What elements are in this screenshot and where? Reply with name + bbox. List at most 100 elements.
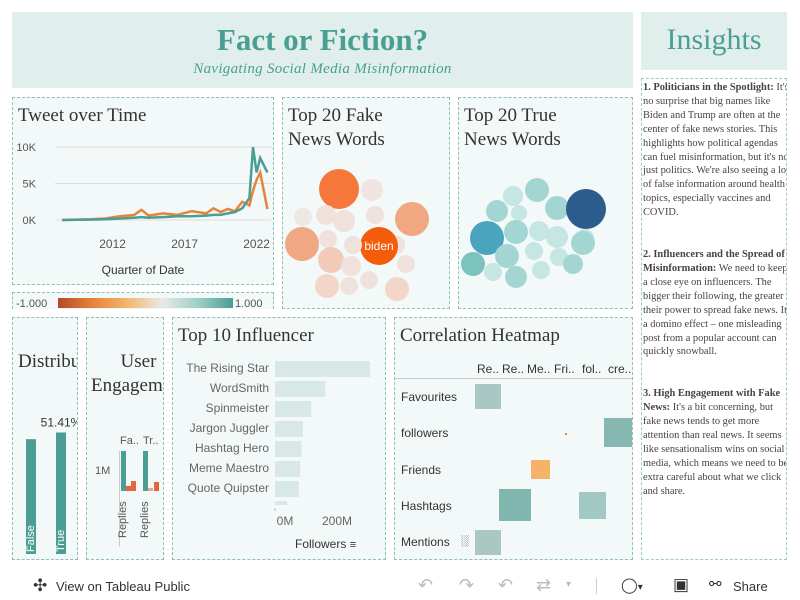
revert-icon[interactable]: ↶: [498, 575, 514, 595]
distribution-bar-chart[interactable]: False True 51.41%: [13, 318, 78, 560]
true-bubble[interactable]: [566, 189, 606, 229]
true-words-panel[interactable]: Top 20 True News Words: [458, 97, 633, 309]
fake-bubble[interactable]: [285, 227, 319, 261]
download-icon[interactable]: ◯▾: [621, 577, 643, 594]
fake-words-title-line1: Top 20 Fake: [288, 105, 383, 126]
true-bubble[interactable]: [495, 244, 519, 268]
fake-bubble[interactable]: [361, 179, 383, 201]
influencer-bar: [275, 441, 302, 457]
fake-bubble[interactable]: [395, 202, 429, 236]
fake-bubble[interactable]: [340, 277, 358, 295]
heatmap-cell[interactable]: [604, 418, 632, 447]
influencer-bar: [275, 421, 303, 437]
true-bubble[interactable]: [525, 242, 543, 260]
chevron-down-icon[interactable]: ▾: [566, 579, 572, 590]
influencer-bar-chart[interactable]: The Rising Star WordSmith Spinmeister Jargo…: [173, 318, 386, 560]
true-bubble[interactable]: [484, 263, 502, 281]
fake-bubble-biden[interactable]: [360, 227, 398, 265]
user-engagement-panel[interactable]: User Engagement Fa.. Tr.. 1M Replies Repl…: [86, 317, 164, 560]
fake-bubble[interactable]: [344, 236, 362, 254]
tweet-y-tick: 0K: [23, 215, 37, 227]
distribution-panel[interactable]: Distribution False True 51.41%: [12, 317, 78, 560]
engagement-bar-true-1[interactable]: [143, 451, 148, 491]
true-bubble[interactable]: [486, 200, 508, 222]
tweet-over-time-panel[interactable]: Tweet over Time 0K 5K 10K 2012 2017 2022 Quar…: [12, 97, 274, 285]
heatmap-cell[interactable]: [531, 460, 550, 479]
header-banner: Fact or Fiction? Navigating Social Media…: [12, 12, 633, 88]
true-bubble[interactable]: [563, 254, 583, 274]
true-bubble[interactable]: [461, 252, 485, 276]
heatmap-cell[interactable]: [579, 492, 606, 519]
tweet-line-chart[interactable]: 0K 5K 10K 2012 2017 2022: [13, 98, 274, 285]
true-bubble[interactable]: [546, 226, 568, 248]
fake-bubble[interactable]: [360, 271, 378, 289]
undo-icon[interactable]: ↶: [418, 575, 434, 595]
engagement-bar-fake-3[interactable]: [131, 481, 136, 491]
fake-words-title-line2: News Words: [288, 129, 385, 150]
influencer-name: The Rising Star: [186, 361, 269, 375]
view-on-tableau-button[interactable]: View on Tableau Public: [56, 579, 190, 594]
distribution-category-label: False: [25, 525, 37, 552]
insight-2: 2. Influencers and the Spread of Misinfo…: [643, 248, 786, 359]
heatmap-cell[interactable]: [475, 384, 501, 409]
heatmap-cell[interactable]: [499, 489, 531, 521]
engagement-axis-line: [119, 451, 120, 547]
true-bubble[interactable]: [505, 266, 527, 288]
fake-bubble[interactable]: [366, 206, 384, 224]
fake-bubble[interactable]: [341, 256, 361, 276]
tweet-x-tick: 2017: [171, 237, 198, 251]
heatmap-row-mentions: Mentions: [401, 535, 450, 549]
heatmap-sort-icon[interactable]: ░: [461, 535, 469, 547]
fake-bubble[interactable]: [315, 274, 339, 298]
engagement-bar-true-3[interactable]: [154, 482, 159, 491]
influencer-bar: [275, 501, 287, 505]
true-bubble[interactable]: [545, 196, 569, 220]
sort-icon[interactable]: ≡: [349, 539, 357, 551]
influencer-bar: [275, 381, 326, 397]
heatmap-row-friends: Friends: [401, 463, 442, 477]
heatmap-row-favourites: Favourites: [401, 390, 458, 404]
insights-title: Insights: [666, 23, 762, 56]
true-bubble[interactable]: [470, 221, 504, 255]
fake-bubble[interactable]: [319, 230, 337, 248]
true-bubble[interactable]: [529, 221, 549, 241]
fake-words-panel[interactable]: Top 20 Fake News Words biden: [282, 97, 450, 309]
fake-words-bubbles[interactable]: biden: [283, 98, 450, 309]
insight-2-heading: 2. Influencers and the Spread of Misinfo…: [643, 249, 785, 274]
share-button[interactable]: Share: [733, 579, 768, 594]
engagement-bar-fake-2[interactable]: [126, 486, 131, 491]
fake-bubble[interactable]: [397, 255, 415, 273]
influencer-bar: [275, 461, 301, 477]
heatmap-panel[interactable]: Correlation Heatmap Re.. Re.. Me.. Fri.. fol…: [394, 317, 633, 560]
true-bubble[interactable]: [504, 220, 528, 244]
true-words-bubbles[interactable]: [459, 98, 633, 309]
fullscreen-icon[interactable]: ▣: [673, 575, 690, 594]
true-bubble[interactable]: [532, 261, 550, 279]
heatmap-cell[interactable]: [475, 530, 501, 555]
engagement-bar-fake-1[interactable]: [121, 451, 126, 491]
insight-1-body: It's no surprise that big names like Bid…: [643, 82, 787, 219]
true-bubble[interactable]: [571, 231, 595, 255]
true-bubble[interactable]: [503, 186, 523, 206]
fake-bubble[interactable]: [294, 208, 312, 226]
redo-icon[interactable]: ↷: [459, 575, 475, 595]
refresh-icon[interactable]: ⇄: [536, 575, 552, 595]
influencer-name: Meme Maestro: [189, 461, 269, 475]
fake-bubble[interactable]: [316, 205, 336, 225]
heatmap-title: Correlation Heatmap: [400, 325, 560, 346]
fake-bubble[interactable]: [385, 277, 409, 301]
influencer-panel[interactable]: Top 10 Influencer The Rising Star WordSmi…: [172, 317, 386, 560]
fake-bubble[interactable]: [318, 247, 344, 273]
true-bubble[interactable]: [511, 205, 527, 221]
share-icon[interactable]: ⚯: [709, 576, 722, 593]
engagement-bar-label-2: Replies: [139, 501, 151, 538]
fake-bubble[interactable]: [333, 210, 355, 232]
heatmap-cell[interactable]: [565, 433, 567, 435]
distribution-title: Distribution: [18, 351, 77, 372]
tweet-y-tick: 5K: [23, 179, 37, 191]
true-bubble[interactable]: [525, 178, 549, 202]
engagement-bar-label-1: Replies: [117, 501, 129, 538]
engagement-bar-true-2[interactable]: [148, 488, 153, 491]
fake-bubble[interactable]: [319, 169, 359, 209]
tableau-icon[interactable]: ✣: [33, 576, 48, 595]
